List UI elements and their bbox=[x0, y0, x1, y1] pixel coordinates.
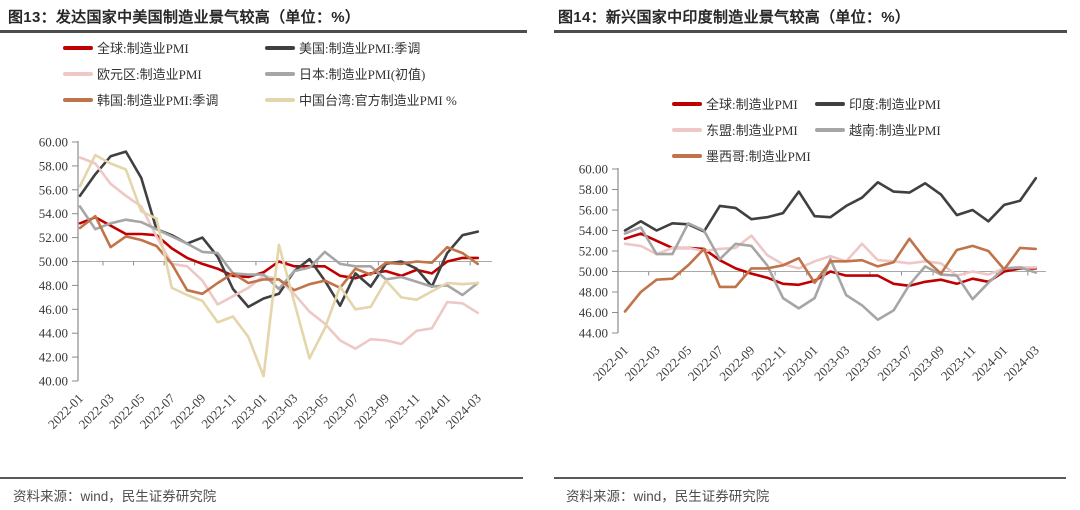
y-tick-label: 58.00 bbox=[39, 158, 68, 173]
legend-swatch bbox=[63, 97, 93, 102]
y-axis: 40.00 42.00 44.00 46.00 48.00 50.00 52.00 54.00… bbox=[39, 135, 79, 389]
y-tick-label: 50.00 bbox=[39, 254, 68, 269]
x-axis-labels: 2022-012022-032022-052022-072022-092022-… bbox=[45, 390, 484, 432]
y-tick-label: 46.00 bbox=[39, 302, 68, 317]
chart-title: 图13：发达国家中美国制造业景气较高（单位：%） bbox=[8, 9, 361, 26]
source-text: 资料来源：wind，民生证券研究院 bbox=[566, 489, 770, 504]
legend-swatch bbox=[265, 71, 295, 76]
y-tick-label: 58.00 bbox=[579, 182, 608, 197]
legend-swatch bbox=[815, 127, 845, 132]
legend-swatch bbox=[63, 45, 93, 50]
legend-label: 墨西哥:制造业PMI bbox=[706, 149, 811, 164]
x-tick-label: 2024-03 bbox=[1001, 343, 1042, 384]
legend-swatch bbox=[63, 71, 93, 76]
legend-label: 东盟:制造业PMI bbox=[706, 123, 798, 138]
y-tick-label: 56.00 bbox=[39, 182, 68, 197]
series-lines bbox=[623, 176, 1038, 322]
y-tick-label: 60.00 bbox=[579, 162, 608, 177]
x-tick-label: 2023-09 bbox=[906, 343, 947, 384]
legend-label: 印度:制造业PMI bbox=[849, 97, 941, 112]
legend-label: 中国台湾:官方制造业PMI % bbox=[299, 93, 457, 108]
series-line-3 bbox=[78, 205, 480, 297]
x-axis-labels: 2022-012022-032022-052022-072022-092022-… bbox=[590, 342, 1042, 384]
legend-swatch bbox=[265, 97, 295, 102]
legend: 全球:制造业PMI 印度:制造业PMI 东盟:制造业PMI 越南:制造业PMI … bbox=[672, 95, 941, 164]
y-tick-label: 54.00 bbox=[39, 206, 68, 221]
legend-swatch bbox=[672, 153, 702, 158]
legend-item: 美国:制造业PMI:季调 bbox=[265, 39, 457, 56]
x-tick-label: 2022-09 bbox=[716, 343, 757, 384]
legend-label: 韩国:制造业PMI:季调 bbox=[97, 93, 219, 108]
y-tick-label: 50.00 bbox=[579, 264, 608, 279]
y-tick-label: 44.00 bbox=[39, 326, 68, 341]
y-tick-label: 40.00 bbox=[39, 374, 68, 389]
source-text: 资料来源：wind，民生证券研究院 bbox=[13, 489, 217, 504]
chart-title: 图14：新兴国家中印度制造业景气较高（单位：%） bbox=[558, 9, 911, 26]
legend-label: 全球:制造业PMI bbox=[706, 97, 798, 112]
panel-developed-countries: 图13：发达国家中美国制造业景气较高（单位：%） 40.00 42.00 44.00… bbox=[0, 9, 527, 504]
legend-label: 美国:制造业PMI:季调 bbox=[299, 41, 421, 56]
legend-swatch bbox=[265, 45, 295, 50]
legend-item: 中国台湾:官方制造业PMI % bbox=[265, 91, 457, 108]
legend-swatch bbox=[815, 101, 845, 106]
legend: 全球:制造业PMI 美国:制造业PMI:季调 欧元区:制造业PMI 日本:制造业… bbox=[63, 39, 457, 108]
legend-item: 全球:制造业PMI bbox=[672, 95, 815, 112]
legend-label: 欧元区:制造业PMI bbox=[97, 67, 202, 82]
legend-item: 印度:制造业PMI bbox=[815, 95, 941, 112]
series-line-0 bbox=[78, 216, 480, 280]
title-underline bbox=[554, 30, 1067, 33]
legend-label: 日本:制造业PMI(初值) bbox=[299, 67, 426, 82]
series-line-5 bbox=[78, 153, 480, 378]
title-underline bbox=[0, 30, 527, 33]
series-line-1 bbox=[78, 150, 480, 309]
legend-item: 欧元区:制造业PMI bbox=[63, 65, 265, 82]
y-axis: 44.00 46.00 48.00 50.00 52.00 54.00 56.00 58.00… bbox=[579, 162, 619, 341]
legend-item: 墨西哥:制造业PMI bbox=[672, 147, 815, 164]
legend-item: 日本:制造业PMI(初值) bbox=[265, 65, 457, 82]
panel-emerging-countries: 图14：新兴国家中印度制造业景气较高（单位：%） 44.00 46.00 48.00… bbox=[540, 0, 1080, 510]
series-line-2 bbox=[623, 234, 1038, 277]
series-line-4 bbox=[78, 214, 480, 296]
y-tick-label: 48.00 bbox=[579, 285, 608, 300]
legend-label: 越南:制造业PMI bbox=[849, 123, 941, 138]
y-tick-label: 44.00 bbox=[579, 326, 608, 341]
legend-swatch bbox=[672, 127, 702, 132]
legend-item: 东盟:制造业PMI bbox=[672, 121, 815, 138]
source-divider bbox=[554, 477, 1066, 479]
legend-label: 全球:制造业PMI bbox=[97, 41, 189, 56]
series-line-4 bbox=[623, 237, 1038, 313]
y-tick-label: 52.00 bbox=[39, 230, 68, 245]
line-chart-emerging-pmi: 44.00 46.00 48.00 50.00 52.00 54.00 56.00 58.00… bbox=[579, 162, 1046, 384]
source-divider bbox=[0, 477, 523, 479]
series-line-1 bbox=[623, 176, 1038, 233]
legend-item: 韩国:制造业PMI:季调 bbox=[63, 91, 265, 108]
legend-item: 全球:制造业PMI bbox=[63, 39, 265, 56]
y-tick-label: 48.00 bbox=[39, 278, 68, 293]
y-tick-label: 46.00 bbox=[579, 305, 608, 320]
legend-item: 越南:制造业PMI bbox=[815, 121, 941, 138]
series-lines bbox=[78, 150, 480, 378]
y-tick-label: 52.00 bbox=[579, 244, 608, 259]
legend-swatch bbox=[672, 101, 702, 106]
y-tick-label: 60.00 bbox=[39, 135, 68, 150]
y-tick-label: 42.00 bbox=[39, 350, 68, 365]
y-tick-label: 56.00 bbox=[579, 203, 608, 218]
y-tick-label: 54.00 bbox=[579, 223, 608, 238]
series-line-3 bbox=[623, 222, 1038, 322]
line-chart-developed-pmi: 40.00 42.00 44.00 46.00 48.00 50.00 52.00 54.00… bbox=[39, 135, 492, 432]
